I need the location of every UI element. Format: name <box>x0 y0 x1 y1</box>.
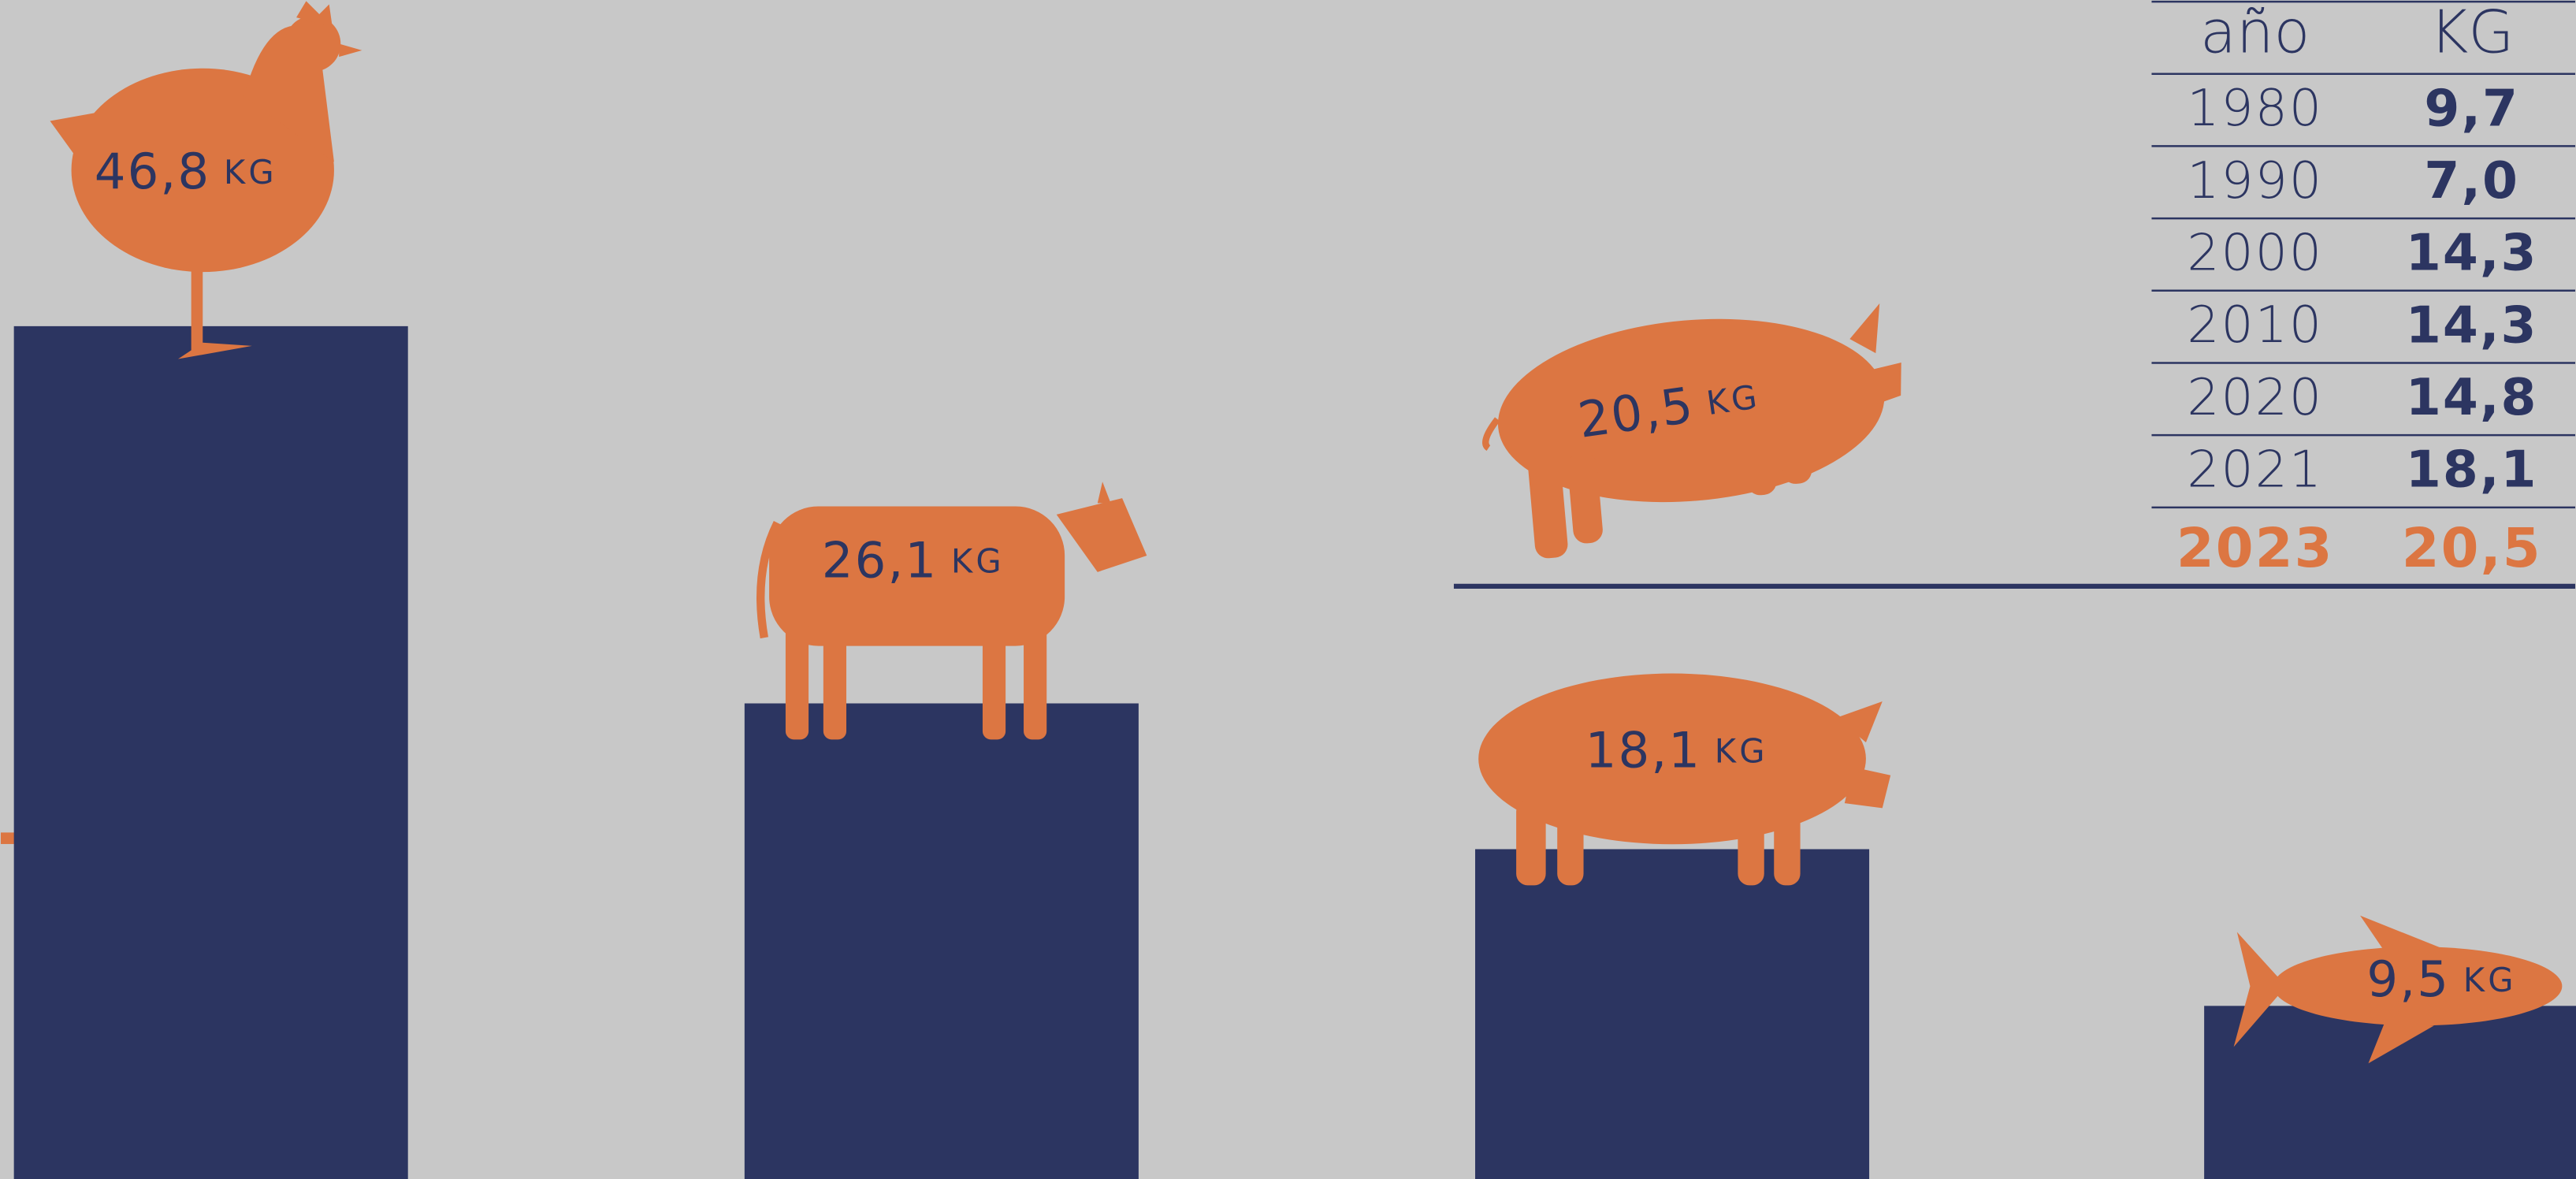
column-header: año <box>2200 0 2310 66</box>
value-label: 26,1 KG <box>822 532 1005 590</box>
bar <box>1475 849 1870 1179</box>
bar <box>13 325 408 1179</box>
pig-icon <box>1478 673 1891 886</box>
bar <box>744 703 1139 1179</box>
table: año KG 1980 9,7 1990 7,0 2000 14,3 2010 14,3 2020 1… <box>2151 0 2576 580</box>
body <box>2273 947 2563 1026</box>
table-cell: 1990 <box>2187 151 2323 210</box>
unit-label: KG <box>1715 732 1768 771</box>
value-text: 9,5 <box>2366 950 2450 1008</box>
value-text: 46,8 <box>95 143 211 200</box>
beak <box>339 43 362 58</box>
leg <box>1516 799 1546 886</box>
bars: 46,8 KG 26,1 KG 18,1 KG 9,5 KG <box>13 1 2576 1179</box>
table-cell: 2020 <box>2187 368 2323 427</box>
fin-top <box>2360 915 2443 952</box>
table-cell: 1980 <box>2187 79 2323 138</box>
leg <box>982 621 1006 740</box>
table-cell: 7,0 <box>2424 151 2519 210</box>
leg <box>823 621 847 740</box>
table-cell: 14,3 <box>2406 224 2538 283</box>
leg <box>1738 799 1764 886</box>
pig-icon <box>1482 303 1901 559</box>
unit-label: KG <box>951 541 1005 580</box>
table-cell: 2010 <box>2187 296 2323 355</box>
unit-label: KG <box>2463 961 2517 999</box>
column-header: KG <box>2429 0 2514 66</box>
body <box>71 68 334 273</box>
leg <box>191 260 203 351</box>
value-text: 26,1 <box>822 532 939 590</box>
leg <box>1024 621 1047 740</box>
comb <box>296 1 333 28</box>
value-text: 18,1 <box>1585 722 1701 779</box>
tail <box>756 520 782 639</box>
cow-icon <box>756 482 1147 740</box>
foot <box>178 342 252 359</box>
table-cell: 2000 <box>2187 224 2323 283</box>
leg <box>1557 799 1584 886</box>
value-label: 9,5 KG <box>2366 950 2516 1008</box>
table-cell: 20,5 <box>2402 517 2542 580</box>
leg <box>785 621 809 740</box>
annotation: 20,5 KG <box>1574 366 1764 449</box>
table-cell: 14,3 <box>2406 296 2538 355</box>
tail <box>2233 932 2287 1047</box>
head <box>1056 498 1147 572</box>
value-label: 18,1 KG <box>1585 722 1768 779</box>
tail <box>50 113 96 162</box>
body <box>769 506 1065 646</box>
table-cell: 2021 <box>2187 441 2323 500</box>
horns <box>1097 482 1111 504</box>
table-cell: 2023 <box>2176 517 2334 580</box>
ear <box>1836 701 1883 743</box>
chicken-icon <box>50 1 362 359</box>
unit-label: KG <box>1704 377 1763 422</box>
table-cell: 9,7 <box>2424 79 2519 138</box>
head <box>284 16 341 72</box>
unit-label: KG <box>224 153 277 192</box>
snout <box>1844 767 1891 809</box>
table-cell: 18,1 <box>2406 441 2538 500</box>
table-cell: 14,8 <box>2406 368 2538 427</box>
fin-bottom <box>2368 1022 2434 1064</box>
fish-icon <box>2233 915 2563 1064</box>
leg <box>1774 799 1801 886</box>
value-label: 46,8 KG <box>95 143 277 200</box>
